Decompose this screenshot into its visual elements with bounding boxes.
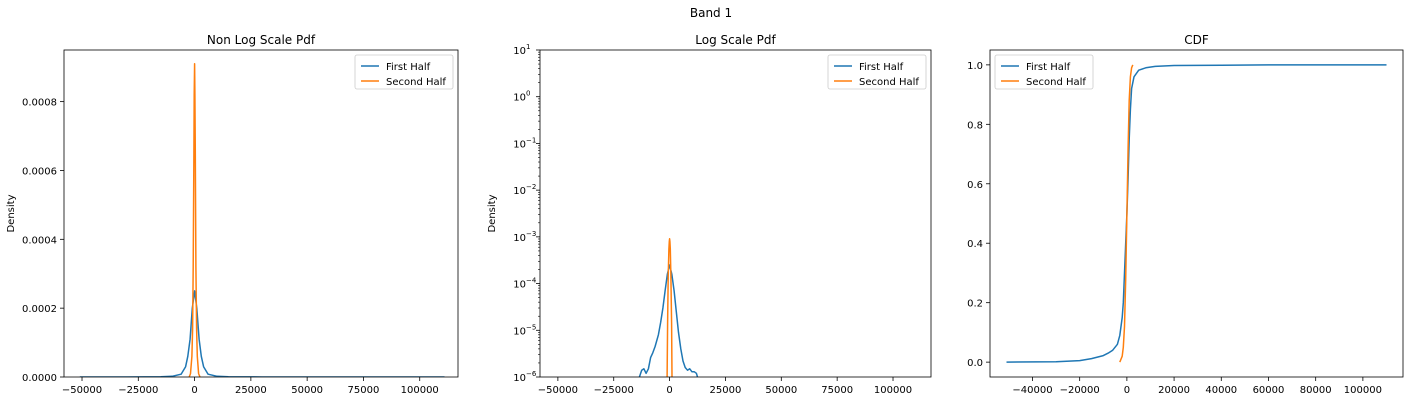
x-tick-label: 50000 [765, 385, 797, 396]
y-tick-label: 1.0 [967, 61, 983, 72]
y-tick-label: 0.2 [967, 299, 983, 310]
y-tick-label: 10 [513, 280, 526, 291]
x-tick-label: 60000 [1253, 385, 1285, 396]
x-tick-label: 100000 [401, 385, 439, 396]
x-tick-label: 80000 [1300, 385, 1332, 396]
y-tick-label: 10 [513, 373, 526, 384]
y-tick-exponent: 0 [526, 90, 530, 98]
y-tick-exponent: −6 [526, 370, 537, 378]
series-line-second-half [666, 238, 673, 377]
legend: First Half Second Half [827, 54, 927, 90]
x-tick-label: −40000 [1012, 385, 1052, 396]
x-tick-label: 0 [1124, 385, 1130, 396]
y-tick-exponent: −3 [526, 230, 536, 238]
series-line-first-half [79, 290, 445, 377]
y-tick-label: 0.4 [967, 239, 983, 250]
x-tick-label: −25000 [594, 385, 634, 396]
x-tick-label: −50000 [538, 385, 578, 396]
y-tick-exponent: −1 [526, 136, 536, 144]
series-line-first-half [1006, 64, 1387, 363]
x-tick-label: 75000 [348, 385, 380, 396]
y-tick-exponent: 1 [526, 43, 530, 51]
series-group [1006, 64, 1387, 363]
chart-3: −40000 −20000 0 20000 40000 60000 80000 100000 0… [967, 33, 1404, 396]
x-tick-label: −20000 [1060, 385, 1100, 396]
series-line-second-half [1119, 64, 1134, 363]
x-tick-label: 50000 [291, 385, 323, 396]
x-tick-label: 75000 [821, 385, 853, 396]
series-group [79, 63, 445, 377]
chart-1: −50000 −25000 0 25000 50000 75000 100000 0.0000… [6, 33, 459, 396]
y-tick-exponent: −5 [526, 323, 536, 331]
y-tick-label: 10 [513, 93, 526, 104]
y-tick-label: 0.0002 [22, 304, 57, 315]
x-tick-label: 100000 [1344, 385, 1382, 396]
legend-label-first-half: First Half [1026, 62, 1071, 73]
chart-title: Log Scale Pdf [695, 33, 776, 47]
legend: First Half Second Half [354, 54, 454, 90]
y-tick-label: 0.0004 [22, 235, 57, 246]
y-tick-label: 0.0008 [22, 98, 57, 109]
y-tick-label: 0.0006 [22, 166, 57, 177]
axes-frame [63, 49, 459, 378]
x-tick-label: 0 [191, 385, 197, 396]
chart-title: CDF [1184, 33, 1209, 47]
x-tick-label: 100000 [874, 385, 912, 396]
x-tick-label: 0 [666, 385, 672, 396]
y-axis-label: Density [6, 194, 17, 232]
x-tick-label: −25000 [118, 385, 158, 396]
x-tick-label: 25000 [710, 385, 742, 396]
chart-title: Non Log Scale Pdf [207, 33, 316, 47]
axes-frame [989, 49, 1404, 378]
legend-frame [994, 54, 1094, 90]
y-tick-label: 0.6 [967, 180, 983, 191]
y-tick-label: 10 [513, 186, 526, 197]
y-tick-label: 0.8 [967, 120, 983, 131]
series-group [638, 238, 699, 377]
x-tick-label: 25000 [235, 385, 267, 396]
x-tick-label: −50000 [62, 385, 102, 396]
y-axis-label: Density [487, 194, 498, 232]
series-line-second-half [188, 63, 201, 377]
y-tick-exponent: −2 [526, 183, 536, 191]
y-tick-label: 0.0000 [22, 373, 57, 384]
y-tick-label: 0.0 [967, 358, 983, 369]
legend-frame [827, 54, 927, 90]
y-tick-label: 10 [513, 326, 526, 337]
figure-suptitle: Band 1 [690, 6, 732, 20]
legend: First Half Second Half [994, 54, 1094, 90]
series-line-first-half [638, 264, 699, 377]
legend-label-first-half: First Half [859, 62, 904, 73]
x-tick-label: 40000 [1205, 385, 1237, 396]
y-tick-label: 10 [513, 46, 526, 57]
legend-frame [354, 54, 454, 90]
y-tick-exponent: −4 [526, 277, 537, 285]
legend-label-second-half: Second Half [859, 77, 919, 88]
legend-label-first-half: First Half [386, 62, 431, 73]
legend-label-second-half: Second Half [1026, 77, 1086, 88]
y-tick-label: 10 [513, 139, 526, 150]
y-tick-label: 10 [513, 233, 526, 244]
x-tick-label: 20000 [1158, 385, 1190, 396]
axes-frame [539, 49, 932, 378]
legend-label-second-half: Second Half [386, 77, 446, 88]
